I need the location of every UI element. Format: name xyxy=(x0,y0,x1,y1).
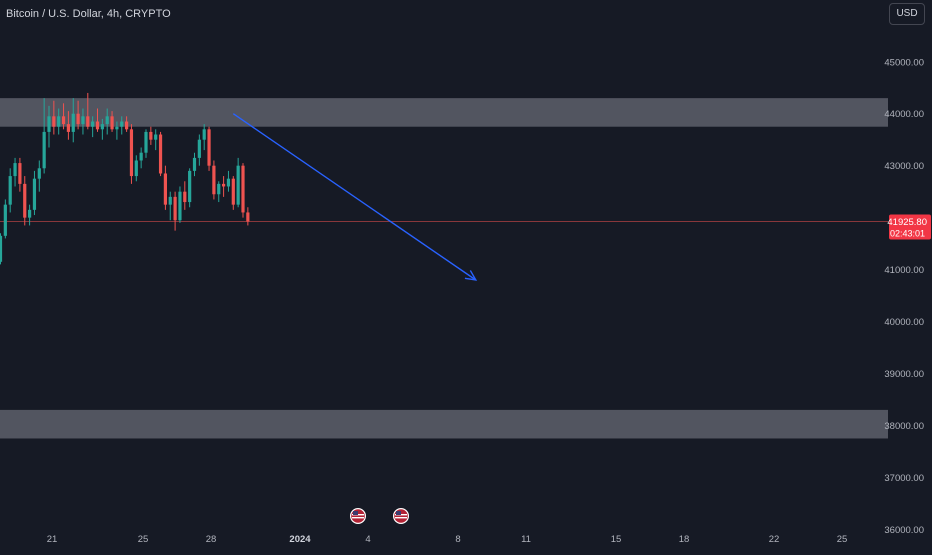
candle xyxy=(61,116,66,125)
candle xyxy=(125,121,129,130)
candle xyxy=(207,129,211,166)
candle xyxy=(241,165,245,213)
candle xyxy=(86,116,90,127)
candle xyxy=(81,116,85,125)
candle xyxy=(23,183,27,218)
candle xyxy=(42,131,46,169)
candle xyxy=(32,178,37,210)
candle xyxy=(158,134,163,174)
price-axis xyxy=(888,0,932,550)
trend-arrow-line xyxy=(232,113,477,281)
current-price-badge xyxy=(889,214,931,240)
symbol-title: Bitcoin / U.S. Dollar, 4h, CRYPTO xyxy=(6,8,171,20)
candle xyxy=(183,191,187,203)
time-axis-label: 28 xyxy=(206,534,217,545)
time-axis-label: 8 xyxy=(455,534,460,545)
price-axis-label: 41000.00 xyxy=(884,265,924,276)
time-axis-label: 15 xyxy=(611,534,622,545)
candle xyxy=(236,165,240,205)
candle xyxy=(246,212,250,222)
price-countdown-label: 02:43:01 xyxy=(890,229,925,239)
price-axis-label: 39000.00 xyxy=(884,369,924,380)
candle xyxy=(139,152,143,161)
candle xyxy=(47,116,51,132)
candle xyxy=(57,116,61,127)
time-axis-label: 25 xyxy=(138,534,149,545)
time-axis-label: 22 xyxy=(769,534,780,545)
time-axis-label: 11 xyxy=(521,534,531,545)
candle xyxy=(173,196,177,221)
support-zone xyxy=(0,409,888,439)
arrow-head-icon xyxy=(464,270,478,281)
candle xyxy=(217,183,221,195)
candle xyxy=(231,178,235,205)
currency-button[interactable]: USD xyxy=(889,3,925,25)
candle xyxy=(212,165,216,195)
candle xyxy=(100,124,104,130)
candle xyxy=(52,116,56,127)
candle xyxy=(37,168,41,179)
candle xyxy=(3,204,7,236)
price-axis-label: 40000.00 xyxy=(884,317,924,328)
candle xyxy=(115,126,119,130)
time-axis-label: 2024 xyxy=(289,534,311,545)
candle xyxy=(163,173,167,205)
price-axis-label: 45000.00 xyxy=(884,57,924,68)
price-axis-label: 38000.00 xyxy=(884,421,924,432)
candle xyxy=(134,160,138,177)
candle xyxy=(154,134,158,140)
candle xyxy=(71,113,75,132)
candle xyxy=(76,113,80,125)
candle xyxy=(105,116,109,125)
price-axis-label: 43000.00 xyxy=(884,161,924,172)
candle xyxy=(226,178,231,187)
price-axis-label: 36000.00 xyxy=(884,525,924,536)
candle xyxy=(188,170,192,203)
time-axis-label: 21 xyxy=(47,534,58,545)
price-axis-label: 37000.00 xyxy=(884,473,924,484)
candle xyxy=(18,163,22,184)
price-axis-label: 44000.00 xyxy=(884,109,924,120)
candle xyxy=(197,139,201,158)
us-flag-event-icon[interactable] xyxy=(350,508,366,524)
candle xyxy=(13,163,17,177)
candle xyxy=(0,235,3,262)
candle xyxy=(129,129,134,177)
current-price-label: 41925.80 xyxy=(887,217,927,228)
candle xyxy=(192,157,197,171)
candle xyxy=(8,176,12,205)
candle xyxy=(149,131,153,140)
resistance-zone xyxy=(0,98,888,127)
time-axis-label: 25 xyxy=(837,534,848,545)
candle xyxy=(168,196,172,205)
time-axis-label: 18 xyxy=(679,534,690,545)
candle xyxy=(120,121,124,127)
candle xyxy=(91,121,95,127)
time-axis-label: 4 xyxy=(365,534,370,545)
candle xyxy=(28,209,32,218)
candle xyxy=(66,124,70,132)
candle xyxy=(178,191,182,221)
candle xyxy=(95,121,100,130)
candle xyxy=(222,183,226,187)
candle xyxy=(110,116,114,130)
candle xyxy=(144,131,148,153)
candle xyxy=(202,129,206,140)
us-flag-event-icon[interactable] xyxy=(393,508,409,524)
